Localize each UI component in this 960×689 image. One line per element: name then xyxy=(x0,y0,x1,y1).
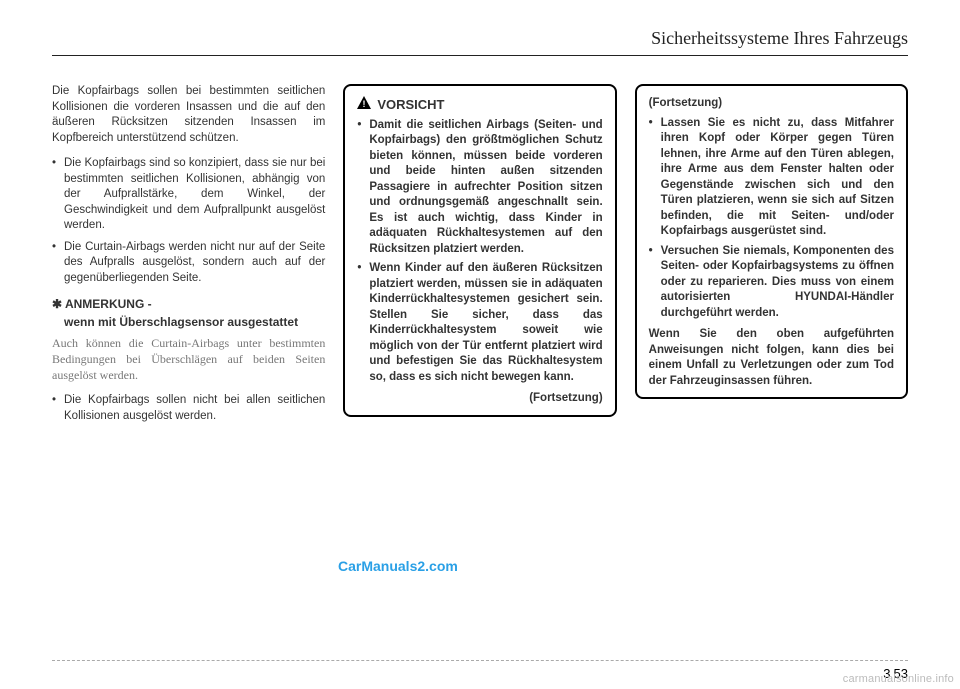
list-item: Die Kopfairbags sind so konzipiert, dass… xyxy=(52,156,325,234)
note-heading: ✱ ANMERKUNG - xyxy=(52,296,325,312)
note-label: ANMERKUNG - xyxy=(65,297,152,311)
section-header: Sicherheitssysteme Ihres Fahrzeugs xyxy=(52,28,908,56)
watermark-text: CarManuals2.com xyxy=(338,558,458,574)
list-item: Versuchen Sie niemals, Komponenten des S… xyxy=(649,244,894,322)
bullet-list-1: Die Kopfairbags sind so konzipiert, dass… xyxy=(52,156,325,286)
column-2: ! VORSICHT Damit die seitlichen Airbags … xyxy=(343,84,616,434)
content-columns: Die Kopfairbags sollen bei bestimmten se… xyxy=(52,84,908,434)
svg-text:!: ! xyxy=(363,99,366,109)
intro-paragraph: Die Kopfairbags sollen bei bestimmten se… xyxy=(52,84,325,146)
note-body: Auch können die Curtain-Airbags unter be… xyxy=(52,335,325,384)
list-item: Lassen Sie es nicht zu, dass Mitfahrer i… xyxy=(649,116,894,240)
list-item: Wenn Kinder auf den äußeren Rücksitzen p… xyxy=(357,261,602,385)
list-item: Die Curtain-Airbags werden nicht nur auf… xyxy=(52,240,325,287)
continuation-box: (Fortsetzung) Lassen Sie es nicht zu, da… xyxy=(635,84,908,399)
corner-watermark: carmanualsonline.info xyxy=(843,673,954,685)
bullet-list-2: Die Kopfairbags sollen nicht bei allen s… xyxy=(52,393,325,424)
warning-icon: ! xyxy=(357,96,371,114)
note-symbol: ✱ xyxy=(52,297,62,311)
continuation-top-label: (Fortsetzung) xyxy=(649,96,894,112)
footer-rule xyxy=(52,660,908,661)
note-subheading: wenn mit Überschlagsensor ausgestattet xyxy=(52,314,325,330)
caution-box: ! VORSICHT Damit die seitlichen Airbags … xyxy=(343,84,616,417)
caution-list: Damit die seitlichen Airbags (Seiten- un… xyxy=(357,118,602,386)
header-title: Sicherheitssysteme Ihres Fahrzeugs xyxy=(651,28,908,48)
column-1: Die Kopfairbags sollen bei bestimmten se… xyxy=(52,84,325,434)
caution-label: VORSICHT xyxy=(377,96,444,114)
manual-page: Sicherheitssysteme Ihres Fahrzeugs Die K… xyxy=(0,0,960,689)
continuation-list: Lassen Sie es nicht zu, dass Mitfahrer i… xyxy=(649,116,894,322)
caution-title: ! VORSICHT xyxy=(357,96,602,114)
column-3: (Fortsetzung) Lassen Sie es nicht zu, da… xyxy=(635,84,908,434)
list-item: Damit die seitlichen Airbags (Seiten- un… xyxy=(357,118,602,258)
continuation-label: (Fortsetzung) xyxy=(357,391,602,407)
closing-paragraph: Wenn Sie den oben aufgeführten Anweisung… xyxy=(649,327,894,389)
list-item: Die Kopfairbags sollen nicht bei allen s… xyxy=(52,393,325,424)
